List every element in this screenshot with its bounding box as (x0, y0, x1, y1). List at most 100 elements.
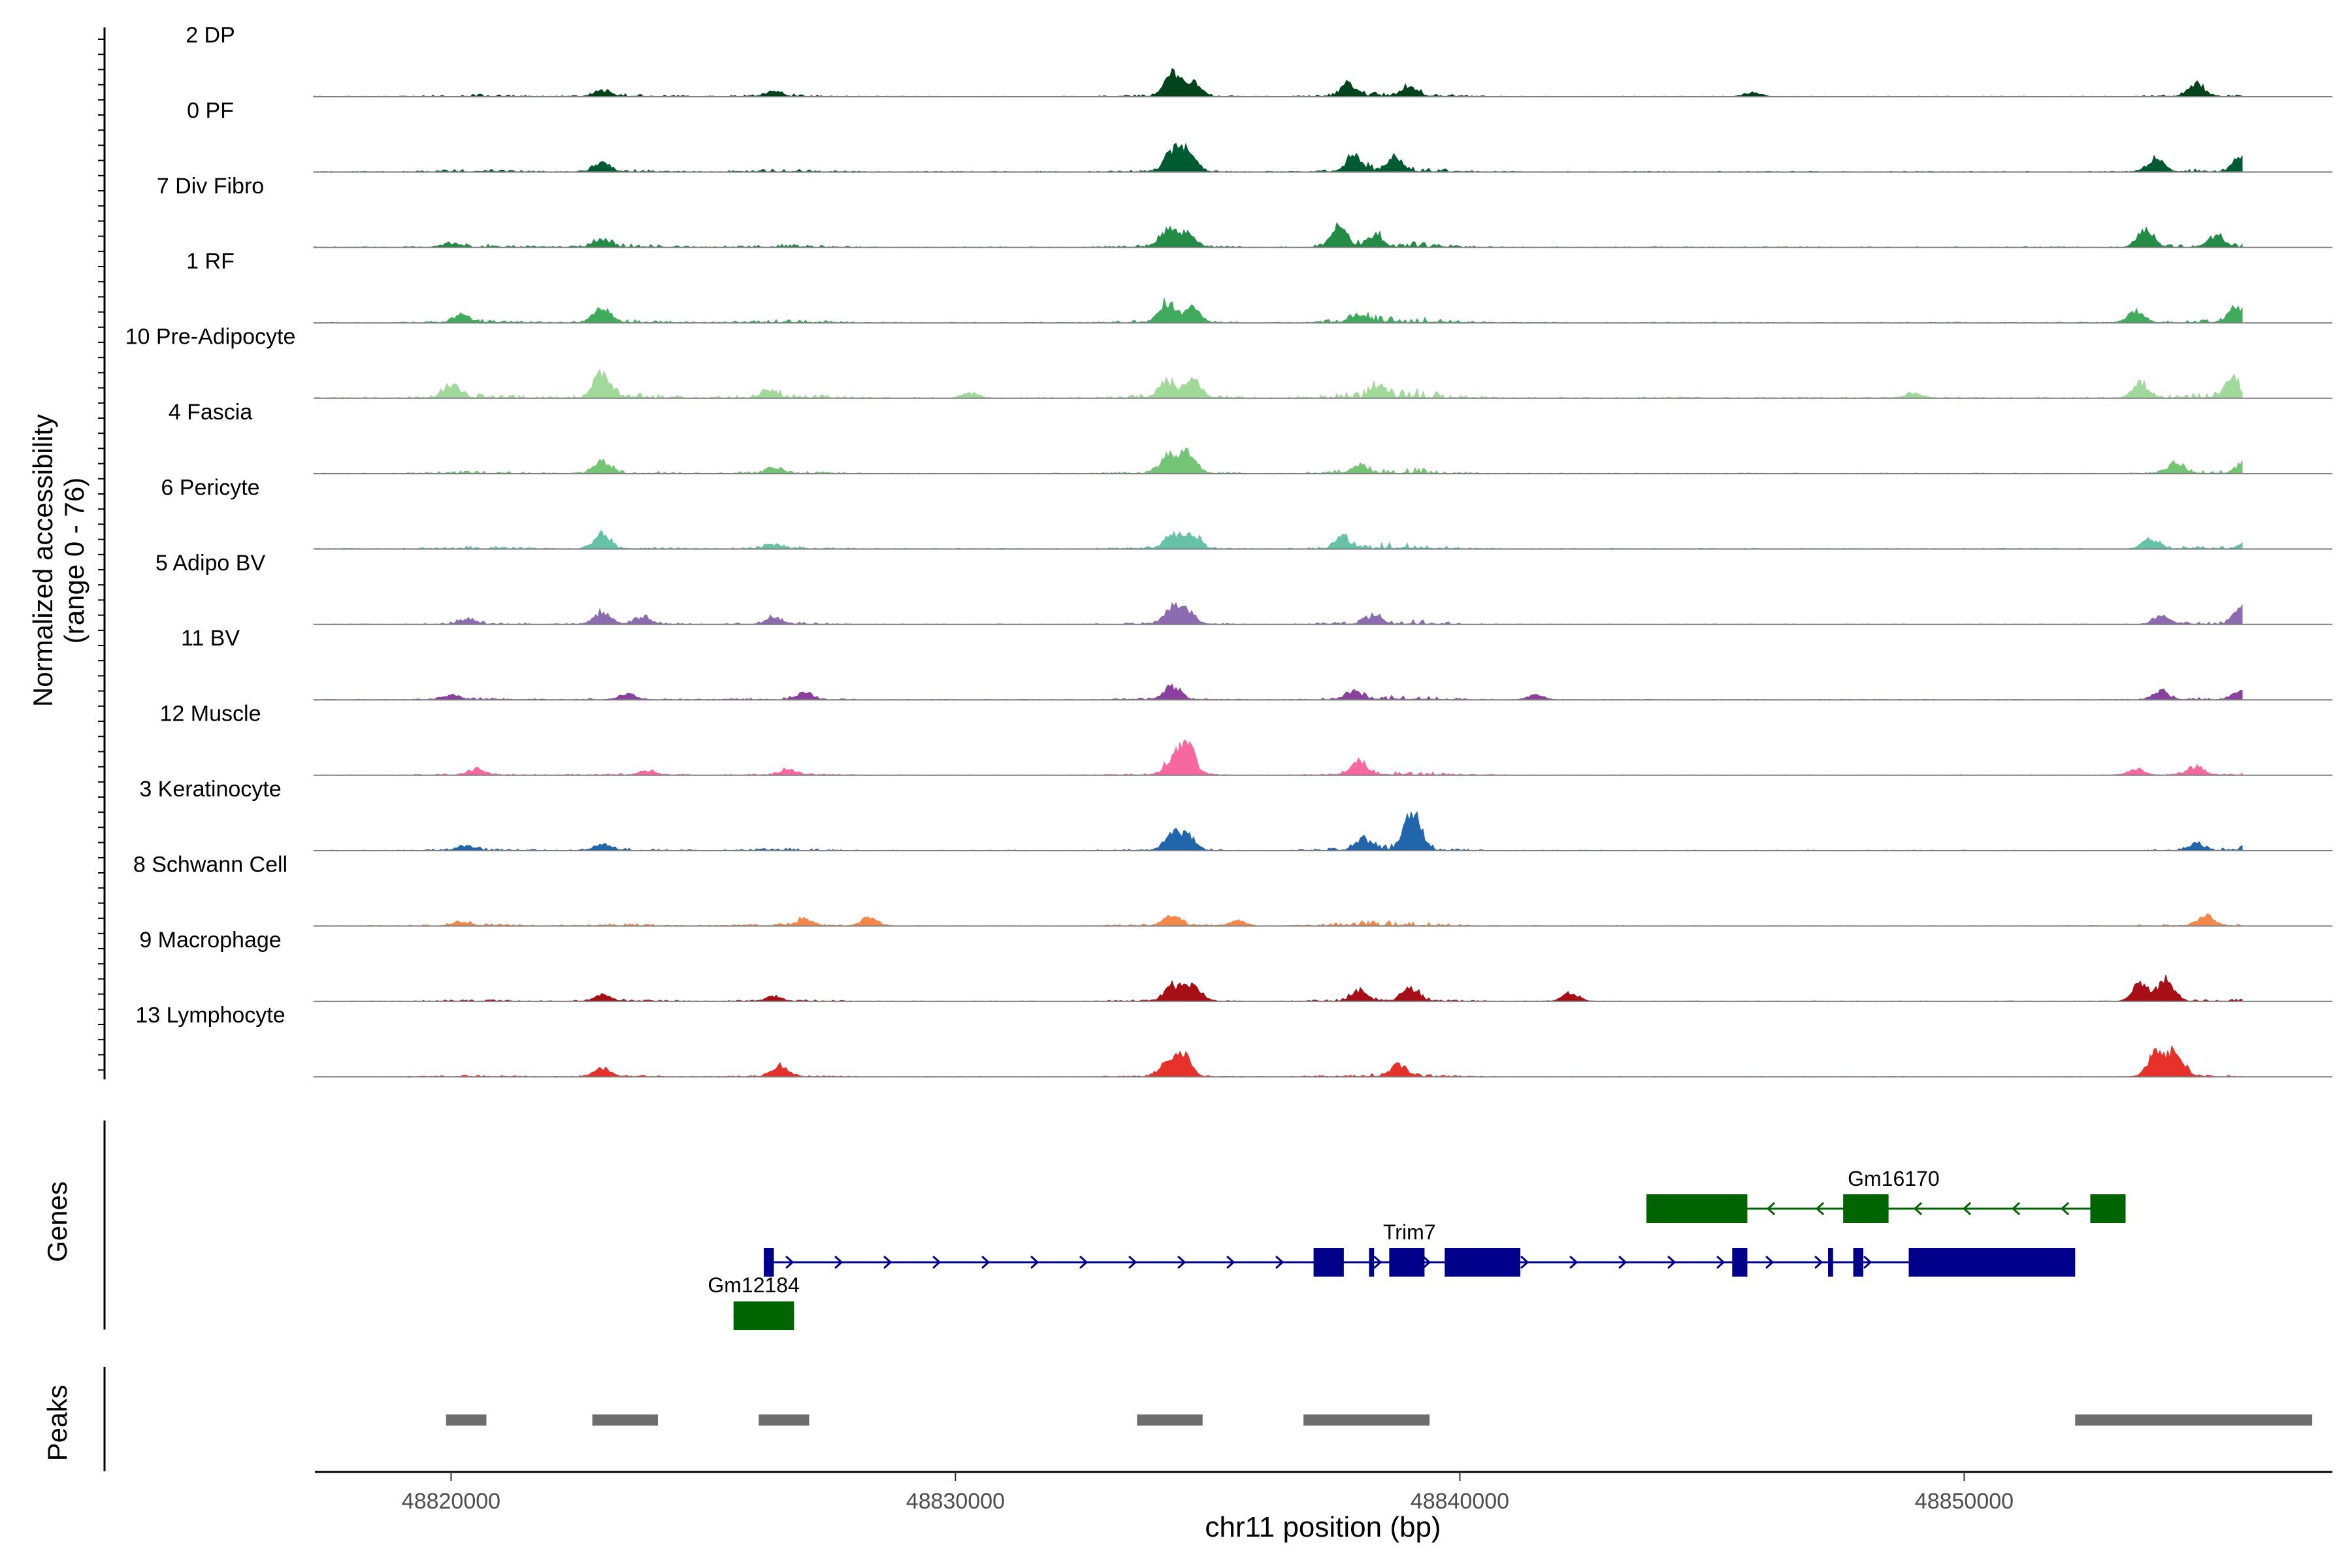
track-2-dp: 2 DP (186, 23, 2332, 97)
track-signal (313, 602, 2243, 625)
peak-region (2075, 1414, 2313, 1426)
track-signal (313, 740, 2243, 776)
strand-arrow (1814, 1255, 1823, 1269)
track-label: 10 Pre-Adipocyte (125, 325, 296, 350)
peak-region (1137, 1414, 1203, 1426)
strand-arrow (1275, 1255, 1284, 1269)
track-signal (313, 368, 2243, 399)
track-label: 11 BV (181, 626, 240, 651)
strand-arrow (883, 1255, 892, 1269)
peak-region (592, 1414, 658, 1426)
track-signal (313, 297, 2243, 323)
track-label: 0 PF (187, 98, 234, 123)
track-signal (313, 913, 2243, 927)
strand-arrow (1520, 1255, 1529, 1269)
strand-arrow (1373, 1255, 1382, 1269)
track-label: 13 Lymphocyte (135, 1003, 285, 1028)
track-5-adipo-bv: 5 Adipo BV (155, 551, 2332, 625)
peak-region (446, 1414, 487, 1426)
track-6-pericyte: 6 Pericyte (161, 475, 2332, 550)
strand-arrow (1863, 1255, 1872, 1269)
track-signal (313, 811, 2243, 851)
x-axis-label: chr11 position (bp) (1205, 1511, 1441, 1543)
track-13-lymphocyte: 13 Lymphocyte (135, 1003, 2332, 1078)
exon (1908, 1248, 2076, 1277)
strand-arrow (1962, 1201, 1972, 1216)
strand-arrow (1128, 1255, 1137, 1269)
strand-arrow (1422, 1255, 1431, 1269)
strand-arrow (2011, 1201, 2021, 1216)
track-label: 2 DP (186, 23, 235, 48)
strand-arrow (1667, 1255, 1676, 1269)
exon (1445, 1248, 1521, 1277)
strand-arrow (834, 1255, 843, 1269)
track-signal (313, 448, 2243, 474)
track-1-rf: 1 RF (186, 249, 2332, 324)
strand-arrow (1618, 1255, 1627, 1269)
strand-arrow (1226, 1255, 1235, 1269)
exon (764, 1248, 774, 1277)
genes-layer: Trim7 Gm16170 Gm12184 (708, 1167, 2126, 1330)
track-8-schwann-cell: 8 Schwann Cell (133, 852, 2332, 927)
track-label: 6 Pericyte (161, 475, 259, 500)
axes-layer: 48820000 48830000 48840000 48850000 (98, 27, 2332, 1514)
exon (1389, 1248, 1425, 1277)
exon (1646, 1194, 1748, 1223)
strand-arrow (1815, 1201, 1825, 1216)
track-10-pre-adipocyte: 10 Pre-Adipocyte (125, 325, 2332, 399)
track-signal (313, 1045, 2243, 1077)
track-label: 9 Macrophage (139, 928, 281, 953)
gene-label: Gm16170 (1848, 1167, 1940, 1190)
strand-arrow (1766, 1201, 1776, 1216)
x-tick-label: 48840000 (1411, 1489, 1509, 1514)
strand-arrow (1177, 1255, 1186, 1269)
y-axis-label: Normalized accessibility (27, 414, 58, 707)
gene-gm12184: Gm12184 (708, 1273, 800, 1330)
track-signal (313, 530, 2243, 549)
strand-arrow (981, 1255, 990, 1269)
track-0-pf: 0 PF (187, 98, 2332, 173)
x-tick-label: 48820000 (402, 1489, 500, 1514)
track-signal (313, 975, 2243, 1002)
track-signal (313, 67, 2243, 97)
y-axis-label-range: (range 0 - 76) (59, 478, 90, 644)
track-4-fascia: 4 Fascia (169, 400, 2332, 474)
strand-arrow (1030, 1255, 1039, 1269)
track-label: 4 Fascia (169, 400, 253, 425)
gene-label: Trim7 (1383, 1220, 1436, 1244)
track-signal (313, 683, 2243, 700)
strand-arrow (785, 1255, 794, 1269)
track-3-keratinocyte: 3 Keratinocyte (139, 777, 2332, 851)
track-7-div-fibro: 7 Div Fibro (157, 174, 2332, 248)
track-9-macrophage: 9 Macrophage (139, 928, 2332, 1002)
strand-arrow (932, 1255, 941, 1269)
track-label: 7 Div Fibro (157, 174, 264, 199)
track-12-muscle: 12 Muscle (160, 702, 2332, 776)
strand-arrow (1569, 1255, 1578, 1269)
gene-gm16170: Gm16170 (1646, 1167, 2126, 1223)
exon (1369, 1248, 1375, 1277)
strand-arrow (1913, 1201, 1923, 1216)
exon (1843, 1194, 1889, 1223)
exon (1732, 1248, 1748, 1277)
track-label: 1 RF (186, 249, 235, 274)
gene-trim7: Trim7 (764, 1220, 2076, 1277)
track-label: 3 Keratinocyte (139, 777, 281, 802)
peak-region (759, 1414, 809, 1426)
gene-label: Gm12184 (708, 1273, 800, 1297)
track-label: 8 Schwann Cell (133, 852, 287, 877)
track-label: 5 Adipo BV (155, 551, 266, 576)
strand-arrow (1079, 1255, 1088, 1269)
track-label: 12 Muscle (160, 702, 261, 727)
tracks-layer: 2 DP 0 PF 7 Div Fibro 1 RF 10 Pre-Adipocyte 4… (125, 23, 2332, 1078)
x-tick-label: 48850000 (1915, 1489, 2014, 1514)
strand-arrow (1765, 1255, 1774, 1269)
strand-arrow (1716, 1255, 1725, 1269)
peak-region (1303, 1414, 1430, 1426)
x-tick-label: 48830000 (906, 1489, 1005, 1514)
exon (1313, 1248, 1344, 1277)
peaks-panel-label: Peaks (42, 1385, 73, 1462)
track-11-bv: 11 BV (181, 626, 2332, 701)
genes-panel-label: Genes (42, 1181, 73, 1262)
